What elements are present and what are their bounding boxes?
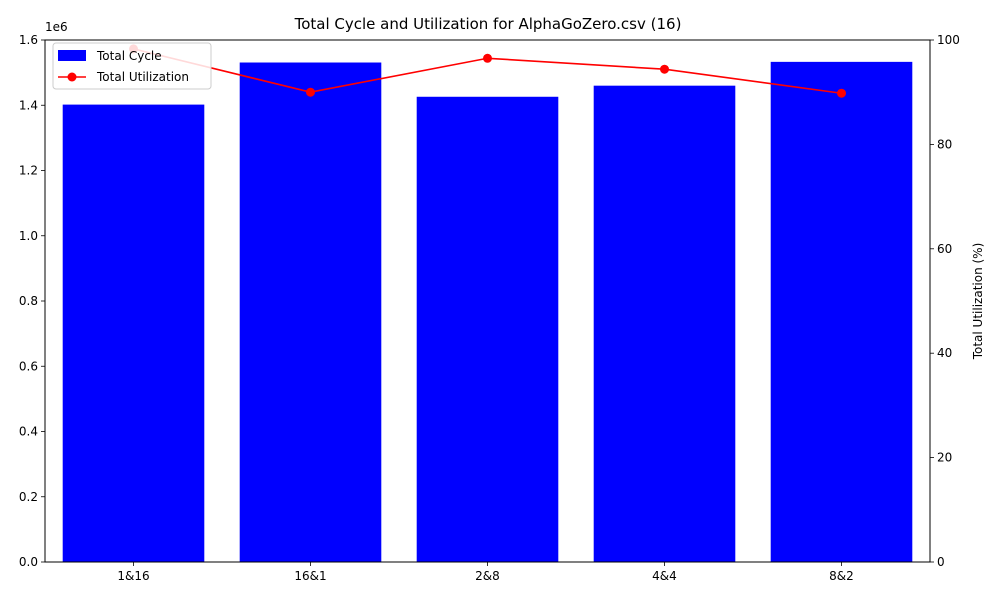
bar-1&16: [62, 104, 205, 562]
x-tick-label: 2&8: [475, 569, 500, 583]
y-left-tick-label: 0.2: [19, 490, 38, 504]
bar-2&8: [416, 96, 559, 562]
chart-title: Total Cycle and Utilization for AlphaGoZ…: [294, 15, 682, 33]
y-left-tick-label: 0.0: [19, 555, 38, 569]
y-right-tick-label: 20: [937, 451, 952, 465]
y-left-tick-label: 1.2: [19, 164, 38, 178]
x-tick-label: 16&1: [294, 569, 326, 583]
bar-8&2: [770, 61, 913, 562]
y-right-tick-label: 40: [937, 346, 952, 360]
y-left-tick-label: 1.4: [19, 98, 38, 112]
bar-series-total-cycle: [62, 61, 913, 563]
legend-swatch-total-cycle: [58, 50, 86, 61]
legend: Total Cycle Total Utilization: [52, 42, 212, 90]
legend-label-total-utilization: Total Utilization: [96, 70, 189, 84]
utilization-point-8&2: [837, 88, 846, 98]
x-tick-label: 8&2: [829, 569, 854, 583]
y-right-tick-label: 80: [937, 137, 952, 151]
y-right-tick-label: 100: [937, 33, 960, 47]
utilization-point-4&4: [660, 64, 669, 74]
y-left-tick-label: 0.6: [19, 359, 38, 373]
y-right-axis-label: Total Utilization (%): [971, 243, 985, 361]
bar-4&4: [593, 85, 736, 563]
legend-marker-total-utilization: [67, 72, 77, 82]
utilization-point-2&8: [483, 53, 492, 63]
utilization-point-16&1: [306, 87, 315, 97]
x-tick-label: 1&16: [117, 569, 149, 583]
line-series-total-utilization: [129, 44, 846, 98]
legend-box: [52, 42, 212, 90]
x-tick-label: 4&4: [652, 569, 677, 583]
y-right-tick-label: 0: [937, 555, 945, 569]
y-left-tick-label: 1.6: [19, 33, 38, 47]
axes: 1&16 16&1 2&8 4&4 8&2 0.0 0.2 0.4 0.6 0.8 1.0 1.2 1.…: [19, 20, 985, 583]
bar-16&1: [239, 62, 382, 562]
legend-label-total-cycle: Total Cycle: [96, 49, 162, 63]
y-left-tick-label: 0.4: [19, 425, 38, 439]
y-right-tick-label: 60: [937, 242, 952, 256]
y-left-tick-label: 1.0: [19, 229, 38, 243]
y-left-offset-text: 1e6: [45, 20, 68, 34]
y-left-tick-label: 0.8: [19, 294, 38, 308]
